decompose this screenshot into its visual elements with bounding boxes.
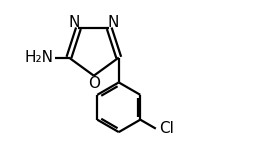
Text: N: N [69,15,80,30]
Text: N: N [108,15,119,30]
Text: H₂N: H₂N [24,50,53,65]
Text: Cl: Cl [159,121,174,136]
Text: O: O [88,76,100,91]
